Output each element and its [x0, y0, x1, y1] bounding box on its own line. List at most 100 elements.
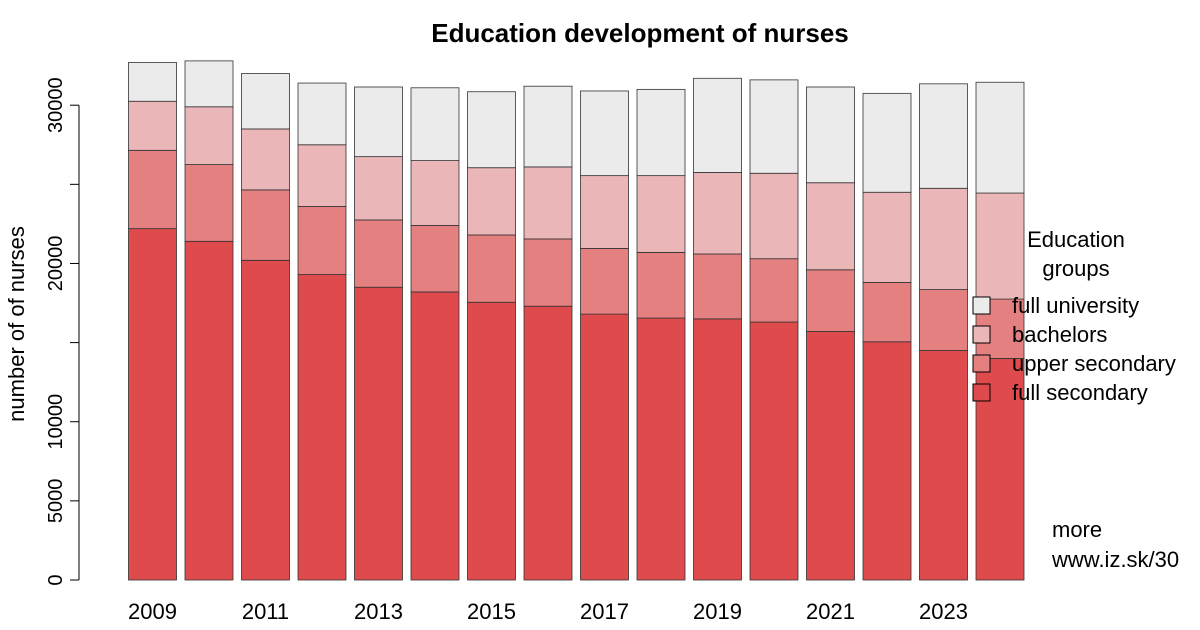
- chart-title: Education development of nurses: [431, 18, 849, 48]
- x-tick-label: 2017: [580, 599, 629, 624]
- bar-segment-bachelors: [919, 187, 968, 290]
- bar-segment-full-university: [806, 86, 855, 184]
- y-tick-label: 10000: [45, 394, 67, 450]
- bar-segment-upper-secondary: [241, 189, 290, 261]
- bar-segment-full-secondary: [523, 305, 573, 581]
- legend-label: full secondary: [1012, 380, 1148, 405]
- annotation-url: www.iz.sk/30: [1051, 547, 1179, 572]
- bar-segment-full-university: [297, 82, 347, 146]
- bar-segment-upper-secondary: [580, 248, 629, 315]
- y-tick-label: 30000: [45, 77, 67, 133]
- bar-segment-bachelors: [410, 160, 460, 226]
- bar-segment-upper-secondary: [128, 149, 177, 230]
- bar-segment-full-university: [354, 86, 403, 158]
- bar-segment-upper-secondary: [919, 289, 968, 351]
- bar-segment-full-secondary: [580, 313, 629, 581]
- bar-stack-2021: [806, 86, 855, 581]
- y-tick-label: 0: [45, 574, 67, 585]
- bar-segment-full-secondary: [975, 358, 1025, 581]
- bar-segment-bachelors: [297, 144, 347, 207]
- bar-segment-full-secondary: [128, 228, 177, 581]
- x-tick-label: 2015: [467, 599, 516, 624]
- bar-segment-upper-secondary: [410, 225, 460, 293]
- bar-segment-full-university: [749, 79, 799, 174]
- legend-swatch: [972, 383, 991, 402]
- bar-segment-bachelors: [975, 192, 1025, 300]
- bar-segment-upper-secondary: [806, 269, 855, 332]
- bar-segment-full-university: [467, 91, 516, 169]
- bar-stack-2018: [636, 88, 686, 581]
- bar-segment-full-secondary: [862, 341, 912, 581]
- bar-segment-full-secondary: [297, 274, 347, 581]
- bar-segment-full-university: [184, 60, 234, 108]
- bar-segment-full-secondary: [693, 318, 742, 581]
- bar-segment-bachelors: [862, 191, 912, 283]
- x-tick-label: 2021: [806, 599, 855, 624]
- x-tick-label: 2011: [242, 599, 289, 624]
- bar-segment-full-university: [862, 92, 912, 193]
- bar-stack-2017: [580, 90, 629, 581]
- bar-segment-full-secondary: [636, 317, 686, 581]
- legend-title-line1: Education: [1027, 227, 1125, 252]
- bar-segment-upper-secondary: [467, 234, 516, 303]
- y-tick-label: 20000: [45, 236, 67, 292]
- bar-stack-2011: [241, 73, 290, 581]
- bar-segment-full-university: [636, 88, 686, 177]
- bar-segment-full-secondary: [410, 291, 460, 581]
- legend-swatch: [972, 325, 991, 344]
- legend-swatch: [972, 296, 991, 315]
- bar-segment-full-university: [919, 83, 968, 189]
- bar-segment-bachelors: [354, 156, 403, 221]
- y-axis: 0 5000 10000 20000 30000: [45, 77, 80, 586]
- annotation-more: more: [1052, 517, 1102, 542]
- bar-stack-2019: [693, 77, 742, 581]
- bar-segment-full-secondary: [354, 286, 403, 581]
- legend: Education groups full university bachelor…: [972, 227, 1176, 405]
- bar-stack-2020: [749, 79, 799, 581]
- bar-segment-bachelors: [184, 106, 234, 165]
- x-tick-label: 2009: [128, 599, 177, 624]
- bar-segment-full-secondary: [806, 331, 855, 581]
- x-tick-label: 2019: [693, 599, 742, 624]
- bar-segment-bachelors: [241, 128, 290, 191]
- bar-stack-2015: [467, 91, 516, 581]
- bar-stack-2013: [354, 86, 403, 581]
- bar-segment-full-secondary: [467, 301, 516, 581]
- y-tick-label: 5000: [45, 479, 67, 524]
- bar-stack-2023: [919, 83, 968, 581]
- bar-segment-upper-secondary: [749, 258, 799, 323]
- bar-segment-upper-secondary: [354, 219, 403, 288]
- bar-segment-upper-secondary: [862, 282, 912, 343]
- legend-label: full university: [1012, 293, 1139, 318]
- bar-segment-full-university: [241, 73, 290, 130]
- bar-segment-full-secondary: [241, 259, 290, 581]
- bar-segment-upper-secondary: [184, 164, 234, 242]
- bar-segment-full-university: [693, 77, 742, 173]
- bar-segment-bachelors: [693, 172, 742, 255]
- bar-segment-bachelors: [580, 175, 629, 249]
- bar-segment-upper-secondary: [297, 206, 347, 275]
- x-axis-labels: 2009 2011 2013 2015 2017 2019 2021 2023: [128, 599, 968, 624]
- bar-segment-full-university: [580, 90, 629, 177]
- bar-segment-full-secondary: [919, 350, 968, 581]
- legend-items: full university bachelors upper secondary f…: [972, 293, 1176, 405]
- bar-segment-full-secondary: [749, 321, 799, 581]
- x-tick-label: 2013: [354, 599, 403, 624]
- bar-segment-full-university: [975, 81, 1025, 194]
- bar-segment-bachelors: [128, 100, 177, 151]
- bar-segment-full-secondary: [184, 240, 234, 581]
- y-axis-label: number of of nurses: [4, 226, 29, 422]
- bar-segment-bachelors: [523, 166, 573, 240]
- bar-stack-2012: [297, 82, 347, 581]
- bar-stack-2010: [184, 60, 234, 581]
- bar-segment-bachelors: [636, 175, 686, 253]
- bar-segment-upper-secondary: [636, 251, 686, 319]
- bars: [128, 60, 1025, 581]
- bar-segment-upper-secondary: [693, 253, 742, 320]
- bar-segment-bachelors: [467, 167, 516, 236]
- bar-stack-2014: [410, 87, 460, 581]
- legend-label: upper secondary: [1012, 351, 1176, 376]
- bar-segment-full-university: [523, 85, 573, 168]
- bar-segment-bachelors: [806, 182, 855, 271]
